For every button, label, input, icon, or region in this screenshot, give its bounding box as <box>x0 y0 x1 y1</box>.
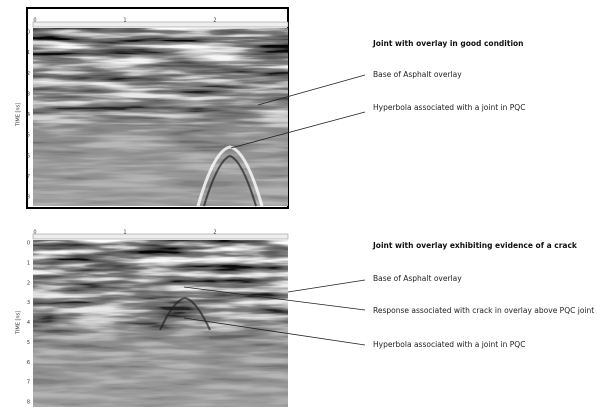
y-tick-label: 6 <box>27 153 30 159</box>
y-tick-label: 7 <box>27 174 30 180</box>
annotation: Response associated with crack in overla… <box>373 306 594 315</box>
ruler <box>33 234 288 239</box>
panel-title: Joint with overlay exhibiting evidence o… <box>372 241 578 250</box>
y-tick-label: 3 <box>27 300 30 306</box>
y-tick-label: 2 <box>27 71 30 77</box>
y-axis-label: TIME [ns] <box>16 103 22 127</box>
y-tick-label: 0 <box>27 30 30 36</box>
x-tick-label: 0 <box>33 18 36 24</box>
leader-line <box>288 280 365 292</box>
x-tick-label: 1 <box>123 230 126 236</box>
annotation: Base of Asphalt overlay <box>373 70 462 79</box>
annotation: Hyperbola associated with a joint in PQC <box>373 103 525 112</box>
y-tick-label: 5 <box>27 340 30 346</box>
y-tick-label: 4 <box>27 112 30 118</box>
x-tick-label: 1 <box>123 18 126 24</box>
y-tick-label: 8 <box>27 400 30 406</box>
x-tick-label: 2 <box>213 230 216 236</box>
y-tick-label: 1 <box>27 50 30 56</box>
radargram-fade <box>33 28 288 206</box>
y-tick-label: 2 <box>27 280 30 286</box>
ruler <box>33 22 288 27</box>
y-axis-label: TIME [ns] <box>16 311 22 335</box>
figure: Joint with overlay in good condition Bas… <box>0 0 608 407</box>
y-tick-label: 8 <box>27 195 30 201</box>
y-tick-label: 0 <box>27 241 30 247</box>
y-tick-label: 4 <box>27 320 30 326</box>
radargram-fade <box>33 240 288 407</box>
y-tick-label: 3 <box>27 91 30 97</box>
y-tick-label: 6 <box>27 360 30 366</box>
panel-title: Joint with overlay in good condition <box>372 39 524 48</box>
annotation: Base of Asphalt overlay <box>373 274 462 283</box>
y-tick-label: 1 <box>27 260 30 266</box>
x-tick-label: 0 <box>33 230 36 236</box>
annotation: Hyperbola associated with a joint in PQC <box>373 340 525 349</box>
y-tick-label: 7 <box>27 380 30 386</box>
x-tick-label: 2 <box>213 18 216 24</box>
y-tick-label: 5 <box>27 133 30 139</box>
